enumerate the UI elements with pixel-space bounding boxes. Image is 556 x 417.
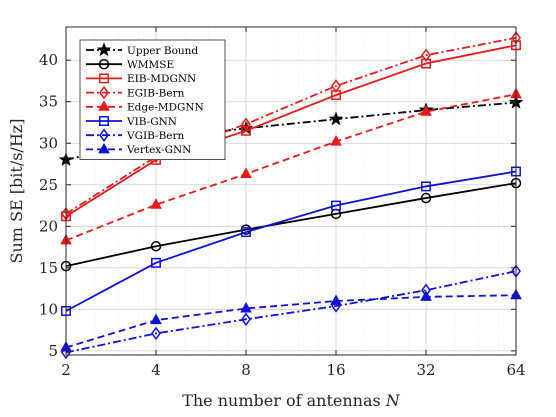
x-tick-label: 64 (506, 361, 525, 379)
series-line-vertex-gnn (65, 294, 517, 349)
legend-label-vgib-bern: VGIB-Bern (126, 130, 185, 142)
data-point-vib-gnn (331, 200, 341, 211)
series-line-egib-bern (65, 36, 517, 215)
legend-marker-wmmse (98, 58, 110, 70)
legend-marker-vertex-gnn (98, 142, 110, 154)
data-point-eib-mdgnn (241, 125, 251, 136)
data-point-edge-mdgnn (330, 135, 342, 146)
y-tick-label: 35 (39, 93, 58, 111)
ticks: 2 4 8 16 32 64 5 10 15 20 25 30 35 40 (39, 27, 526, 379)
x-tick-label: 2 (61, 361, 71, 379)
data-point-vib-gnn (151, 257, 161, 268)
y-tick-label: 30 (39, 134, 58, 152)
data-point-vgib-bern (151, 326, 161, 341)
data-point-egib-bern (421, 48, 431, 63)
y-tick-label: 20 (39, 217, 58, 235)
plot-frame (65, 26, 517, 356)
x-tick-label: 32 (416, 361, 435, 379)
series-line-edge-mdgnn (65, 93, 517, 242)
legend-marker-eib-mdgnn (99, 73, 109, 84)
data-point-wmmse (150, 240, 162, 252)
legend-label-vertex-gnn: Vertex-GNN (126, 144, 191, 156)
y-axis-label: Sum SE [bit/s/Hz] (7, 119, 26, 264)
series-vertex-gnn (60, 288, 522, 352)
data-point-vib-gnn (241, 227, 251, 238)
data-point-eib-mdgnn (421, 58, 431, 69)
x-tick-label: 8 (241, 361, 251, 379)
data-point-upper-bound (328, 111, 344, 126)
y-tick-label: 15 (39, 259, 58, 277)
series-edge-mdgnn (60, 87, 522, 245)
data-point-edge-mdgnn (240, 167, 252, 178)
x-tick-label: 4 (151, 361, 161, 379)
legend-marker-vib-gnn (99, 116, 109, 126)
data-point-vertex-gnn (150, 313, 162, 325)
series-line-vib-gnn (65, 170, 517, 312)
data-point-vib-gnn (421, 181, 431, 192)
legend-label-egib-bern: EGIB-Bern (127, 87, 185, 99)
series-line-vgib-bern (65, 270, 517, 354)
data-point-vertex-gnn (330, 294, 342, 306)
data-point-vgib-bern (241, 312, 251, 327)
legend-label-vib-gnn: VIB-GNN (126, 116, 177, 128)
legend-label-edge-mdgnn: Edge-MDGNN (127, 102, 204, 114)
legend-marker-edge-mdgnn (98, 100, 110, 111)
series-line-wmmse (65, 182, 517, 268)
data-point-vertex-gnn (240, 301, 252, 313)
x-tick-label: 16 (326, 361, 345, 379)
data-point-edge-mdgnn (150, 198, 162, 209)
y-tick-label: 5 (48, 342, 58, 360)
data-point-wmmse (420, 192, 432, 204)
data-point-edge-mdgnn (420, 105, 432, 116)
data-point-egib-bern (241, 117, 251, 131)
y-tick-label: 10 (39, 300, 58, 318)
legend-label-eib-mdgnn: EIB-MDGNN (127, 73, 196, 85)
legend-marker-egib-bern (99, 85, 109, 100)
data-point-egib-bern (331, 79, 341, 93)
y-tick-label: 25 (39, 176, 58, 194)
series-line-eib-mdgnn (65, 44, 517, 218)
legend-marker-upper-bound (96, 42, 112, 57)
legend-marker-vgib-bern (99, 128, 109, 142)
x-axis-label: The number of antennas N (182, 391, 401, 410)
legend-label-upper-bound: Upper Bound (127, 45, 198, 57)
legend: Upper Bound WMMSE EIB-MDGNN EGIB-Bern Edge-M… (79, 39, 226, 160)
y-tick-label: 40 (39, 51, 58, 69)
data-point-vertex-gnn (420, 290, 432, 301)
legend-label-wmmse: WMMSE (127, 59, 174, 71)
